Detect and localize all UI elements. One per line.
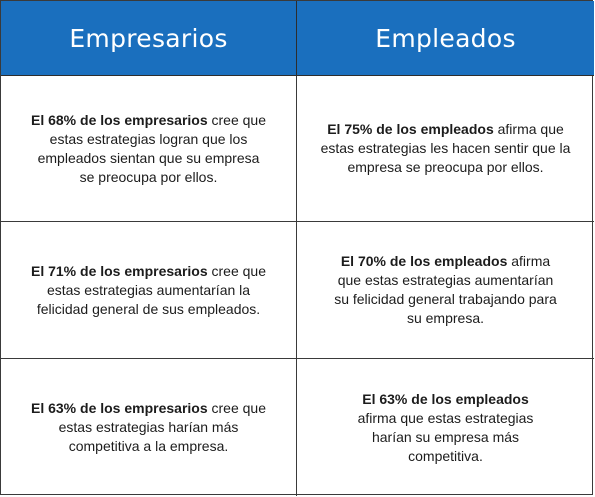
stat-highlight: El 75% de los empleados bbox=[327, 121, 494, 137]
stat-highlight: El 70% de los empleados bbox=[340, 253, 508, 269]
cell-empleados-row-3: El 63% de los empleados afirma que estas… bbox=[297, 359, 594, 496]
cell-empleados-row-1: El 75% de los empleados afirma que estas… bbox=[297, 76, 594, 222]
cell-empresarios-row-2: El 71% de los empresarios cree que estas… bbox=[1, 222, 297, 359]
stat-text: afirma que estas estrategias les hacen s… bbox=[320, 121, 571, 175]
stat-text: cree que estas estrategias logran que lo… bbox=[37, 111, 266, 185]
header-empleados: Empleados bbox=[297, 1, 594, 76]
cell-empleados-row-2: El 70% de los empleados afirma que estas… bbox=[297, 222, 594, 359]
cell-empresarios-row-1: El 68% de los empresarios cree que estas… bbox=[1, 76, 297, 222]
stat-text: cree que estas estrategias aumentarían l… bbox=[36, 262, 266, 317]
stat-highlight: El 71% de los empresarios bbox=[30, 262, 208, 279]
stat-highlight: El 63% de los empleados bbox=[362, 390, 529, 407]
stat-text: cree que estas estrategias harían más co… bbox=[58, 400, 266, 454]
stat-text: afirma que estas estrategias harían su e… bbox=[357, 409, 534, 464]
stat-highlight: El 63% de los empresarios bbox=[30, 400, 208, 416]
header-empresarios: Empresarios bbox=[1, 1, 297, 76]
stat-highlight: El 68% de los empresarios bbox=[30, 111, 208, 128]
stat-text: afirma que estas estrategias aumentarían… bbox=[334, 253, 557, 326]
cell-empresarios-row-3: El 63% de los empresarios cree que estas… bbox=[1, 359, 297, 496]
